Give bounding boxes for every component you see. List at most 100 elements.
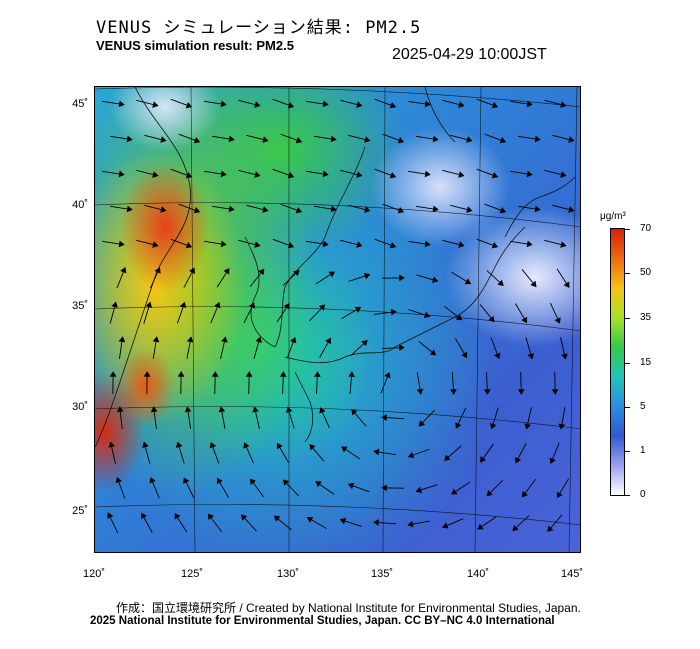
wind-arrow-head bbox=[556, 491, 563, 499]
wind-arrow-head bbox=[183, 477, 190, 484]
wind-arrow-head bbox=[512, 524, 519, 532]
lat-label-25: 25˚ bbox=[72, 505, 88, 517]
wind-arrow-head bbox=[526, 170, 533, 178]
wind-arrow-head bbox=[361, 339, 368, 347]
wind-arrow-head bbox=[108, 441, 115, 448]
wind-arrow-head bbox=[464, 278, 472, 285]
wind-arrow-head bbox=[491, 101, 499, 109]
wind-arrow-head bbox=[223, 267, 230, 275]
wind-arrow-head bbox=[397, 206, 405, 214]
wind-arrow-head bbox=[145, 301, 153, 308]
wind-arrow-head bbox=[418, 420, 426, 427]
wind-arrow-head bbox=[455, 314, 463, 321]
wind-arrow-head bbox=[287, 241, 295, 249]
colorbar-tick-label-5: 5 bbox=[640, 401, 646, 412]
wind-arrow-head bbox=[407, 451, 415, 459]
wind-arrow-head bbox=[160, 136, 167, 143]
wind-arrow-head bbox=[450, 389, 457, 395]
wind-arrow-head bbox=[319, 407, 326, 414]
wind-arrow-head bbox=[477, 523, 484, 530]
wind-arrow-head bbox=[491, 171, 499, 179]
wind-arrow-head bbox=[309, 443, 316, 451]
forecast-datetime: 2025-04-29 10:00JST bbox=[392, 46, 547, 63]
wind-arrow-head bbox=[494, 352, 501, 360]
wind-arrow-head bbox=[499, 136, 507, 144]
wind-arrow-head bbox=[118, 170, 125, 178]
colorbar-tick bbox=[624, 273, 630, 274]
wind-arrow-head bbox=[109, 371, 117, 377]
wind-arrow-head bbox=[356, 171, 363, 178]
wind-arrow-head bbox=[330, 205, 337, 213]
wind-arrow-head bbox=[526, 240, 533, 248]
wind-arrow-head bbox=[245, 371, 253, 377]
wind-arrow-head bbox=[530, 280, 537, 288]
wind-arrow-head bbox=[483, 389, 491, 395]
lon-label-145: 145˚ bbox=[560, 568, 584, 580]
wind-arrow-head bbox=[218, 406, 226, 413]
wind-arrow-head bbox=[193, 136, 201, 144]
wind-arrow-head bbox=[175, 441, 183, 449]
wind-arrow-head bbox=[363, 272, 371, 280]
wind-arrow-head bbox=[287, 171, 295, 179]
wind-arrow-head bbox=[515, 456, 522, 464]
lon-label-125: 125˚ bbox=[180, 568, 204, 580]
wind-arrow-head bbox=[499, 206, 507, 214]
wind-arrow-head bbox=[534, 205, 541, 213]
wind-arrow-head bbox=[339, 517, 347, 525]
wind-arrow-head bbox=[534, 135, 541, 143]
wind-arrow-head bbox=[118, 240, 125, 248]
wind-arrow-head bbox=[293, 269, 300, 277]
wind-arrow-head bbox=[186, 336, 194, 343]
wind-arrow-head bbox=[209, 441, 217, 449]
wind-arrow-head bbox=[397, 136, 405, 144]
wind-arrow-head bbox=[491, 241, 499, 249]
wind-arrow-head bbox=[177, 371, 185, 377]
colorbar-tick bbox=[624, 363, 630, 364]
wind-arrow-head bbox=[527, 353, 534, 360]
wind-arrow-head bbox=[184, 406, 192, 413]
wind-arrow-head bbox=[526, 100, 533, 108]
wind-arrow-head bbox=[248, 302, 255, 309]
graticule bbox=[95, 87, 580, 552]
wind-arrow-head bbox=[220, 240, 227, 248]
wind-arrow-head bbox=[325, 337, 331, 345]
wind-arrow-head bbox=[279, 371, 287, 377]
wind-arrow-head bbox=[249, 478, 257, 485]
wind-arrow-head bbox=[221, 336, 228, 343]
wind-arrow-head bbox=[381, 414, 387, 421]
colorbar-tick bbox=[624, 229, 630, 230]
wind-arrow-head bbox=[384, 371, 391, 379]
wind-arrow-head bbox=[458, 101, 465, 108]
wind-arrow-head bbox=[188, 267, 195, 275]
wind-arrow-head bbox=[318, 304, 326, 311]
wind-arrow-head bbox=[185, 101, 193, 109]
lat-label-40: 40˚ bbox=[72, 199, 88, 211]
wind-arrow-head bbox=[283, 303, 290, 310]
wind-arrow-head bbox=[322, 170, 329, 178]
colorbar-tick bbox=[624, 407, 630, 408]
lon-label-120: 120˚ bbox=[82, 568, 106, 580]
colorbar-tick-label-70: 70 bbox=[640, 223, 652, 234]
wind-arrow-head bbox=[313, 371, 321, 377]
wind-arrow-head bbox=[328, 271, 335, 278]
wind-arrow-head bbox=[560, 241, 567, 248]
wind-arrow-head bbox=[356, 101, 363, 108]
wind-arrow-head bbox=[423, 311, 431, 319]
colorbar-tick bbox=[624, 451, 630, 452]
wind-arrow-head bbox=[561, 353, 568, 360]
wind-arrow-head bbox=[373, 448, 380, 456]
wind-arrow-head bbox=[262, 206, 269, 213]
wind-arrow-head bbox=[551, 389, 559, 395]
wind-arrow-head bbox=[174, 512, 181, 520]
wind-arrow-head bbox=[330, 135, 337, 143]
wind-arrow-head bbox=[563, 281, 570, 288]
wind-arrow-head bbox=[120, 266, 127, 274]
wind-arrow-head bbox=[488, 315, 495, 323]
lat-label-30: 30˚ bbox=[72, 401, 88, 413]
colorbar-tick-label-1: 1 bbox=[640, 445, 646, 456]
wind-arrow-head bbox=[262, 136, 269, 143]
wind-arrow-head bbox=[207, 513, 214, 521]
coastlines bbox=[95, 87, 576, 448]
wind-arrow-head bbox=[517, 389, 525, 395]
wind-arrow-head bbox=[354, 306, 362, 313]
